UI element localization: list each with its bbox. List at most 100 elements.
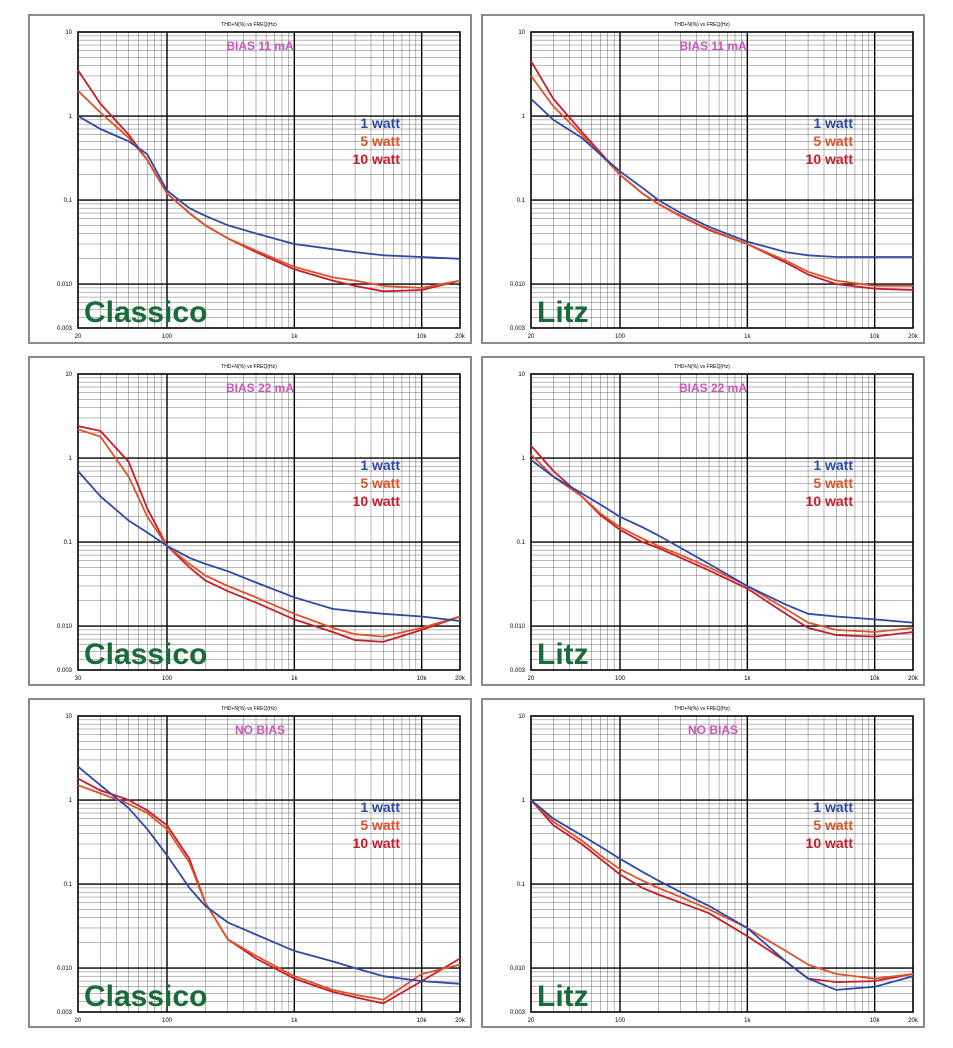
x-gridlines <box>530 374 914 670</box>
x-tick-label: 100 <box>162 334 173 340</box>
legend-entry: 1 watt <box>360 457 400 473</box>
legend-entry: 5 watt <box>813 475 853 491</box>
series-line-1-watt <box>530 799 914 991</box>
x-gridlines <box>530 32 914 328</box>
y-tick-label: 1 <box>69 798 73 804</box>
chart-panel-5: THD+N(%) vs FREQ(Hz) 10 1 0.1 0.010 0.003 20 10… <box>28 698 472 1028</box>
plot-frame <box>530 715 914 1013</box>
y-gridlines <box>78 719 460 1013</box>
x-tick-label: 20 <box>75 1018 82 1024</box>
series-line-5-watt <box>530 453 914 633</box>
x-tick-label: 20 <box>528 1018 535 1024</box>
legend-entry: 1 watt <box>360 799 400 815</box>
bias-annotation: BIAS 22 mA <box>679 381 747 395</box>
y-tick-label: 10 <box>65 714 72 720</box>
y-gridlines <box>78 377 460 671</box>
chart-panel-2: THD+N(%) vs FREQ(Hz) 10 1 0.1 0.010 0.003 20 10… <box>481 14 925 344</box>
cable-label: Litz <box>537 296 589 329</box>
y-tick-label: 0.003 <box>57 668 73 674</box>
x-tick-label: 10k <box>417 676 428 682</box>
x-tick-label: 10k <box>870 334 881 340</box>
legend-entry: 1 watt <box>360 115 400 131</box>
y-gridlines <box>531 719 913 1013</box>
bias-annotation: NO BIAS <box>688 723 738 737</box>
legend-entry: 1 watt <box>813 799 853 815</box>
plot-frame <box>77 715 461 1013</box>
chart-title: THD+N(%) vs FREQ(Hz) <box>221 22 277 28</box>
y-gridlines <box>531 35 913 329</box>
x-tick-label: 20k <box>908 1018 919 1024</box>
series-line-1-watt <box>77 115 461 260</box>
series-line-10-watt <box>530 60 914 291</box>
y-tick-label: 0.1 <box>517 882 526 888</box>
y-gridlines <box>78 35 460 329</box>
legend-entry: 10 watt <box>353 493 401 509</box>
legend-entry: 10 watt <box>806 493 854 509</box>
x-tick-label: 20 <box>528 334 535 340</box>
y-tick-label: 1 <box>522 798 526 804</box>
x-tick-label: 20 <box>528 676 535 682</box>
x-tick-label: 1k <box>291 676 298 682</box>
chart-panel-3: THD+N(%) vs FREQ(Hz) 10 1 0.1 0.010 0.003 30 10… <box>28 356 472 686</box>
x-tick-label: 1k <box>744 676 751 682</box>
legend-entry: 1 watt <box>813 115 853 131</box>
bias-annotation: BIAS 22 mA <box>226 381 294 395</box>
bias-annotation: BIAS 11 mA <box>226 39 294 53</box>
legend-entry: 1 watt <box>813 457 853 473</box>
y-tick-label: 1 <box>522 456 526 462</box>
x-tick-label: 100 <box>162 676 173 682</box>
x-tick-label: 1k <box>291 334 298 340</box>
x-tick-label: 20k <box>908 676 919 682</box>
x-tick-label: 100 <box>615 1018 626 1024</box>
x-tick-label: 100 <box>615 334 626 340</box>
cable-label: Classico <box>84 296 207 329</box>
legend-entry: 5 watt <box>360 475 400 491</box>
series-line-1-watt <box>530 459 914 624</box>
x-tick-label: 1k <box>291 1018 298 1024</box>
cable-label: Litz <box>537 980 589 1013</box>
series-line-1-watt <box>77 470 461 622</box>
y-tick-label: 0.003 <box>510 668 526 674</box>
x-tick-label: 1k <box>744 334 751 340</box>
plot-frame <box>77 31 461 329</box>
y-tick-label: 10 <box>518 372 525 378</box>
y-tick-label: 0.003 <box>57 1010 73 1016</box>
x-tick-label: 20k <box>455 1018 466 1024</box>
y-tick-label: 0.010 <box>57 282 73 288</box>
y-tick-label: 0.1 <box>64 198 73 204</box>
series-line-1-watt <box>77 765 461 985</box>
chart-panel-6: THD+N(%) vs FREQ(Hz) 10 1 0.1 0.010 0.003 20 10… <box>481 698 925 1028</box>
chart-title: THD+N(%) vs FREQ(Hz) <box>221 364 277 370</box>
chart-title: THD+N(%) vs FREQ(Hz) <box>674 22 730 28</box>
x-gridlines <box>77 32 461 328</box>
x-tick-label: 10k <box>870 676 881 682</box>
y-tick-label: 10 <box>518 714 525 720</box>
series-line-5-watt <box>77 784 461 1001</box>
y-tick-label: 0.1 <box>517 540 526 546</box>
series-line-10-watt <box>530 445 914 638</box>
x-gridlines <box>77 716 461 1012</box>
chart-title: THD+N(%) vs FREQ(Hz) <box>674 364 730 370</box>
y-tick-label: 10 <box>65 372 72 378</box>
x-tick-label: 30 <box>75 676 82 682</box>
y-tick-label: 0.010 <box>510 282 526 288</box>
series-line-10-watt <box>77 69 461 293</box>
y-tick-label: 0.1 <box>64 540 73 546</box>
y-tick-label: 0.010 <box>57 966 73 972</box>
series-line-10-watt <box>530 799 914 984</box>
y-tick-label: 0.010 <box>510 966 526 972</box>
y-tick-label: 0.003 <box>57 326 73 332</box>
y-tick-label: 0.1 <box>517 198 526 204</box>
plot-frame <box>530 31 914 329</box>
y-tick-label: 1 <box>522 114 526 120</box>
series-line-10-watt <box>77 425 461 643</box>
y-tick-label: 1 <box>69 456 73 462</box>
plot-frame <box>530 373 914 671</box>
y-gridlines <box>531 377 913 671</box>
plot-frame <box>77 373 461 671</box>
